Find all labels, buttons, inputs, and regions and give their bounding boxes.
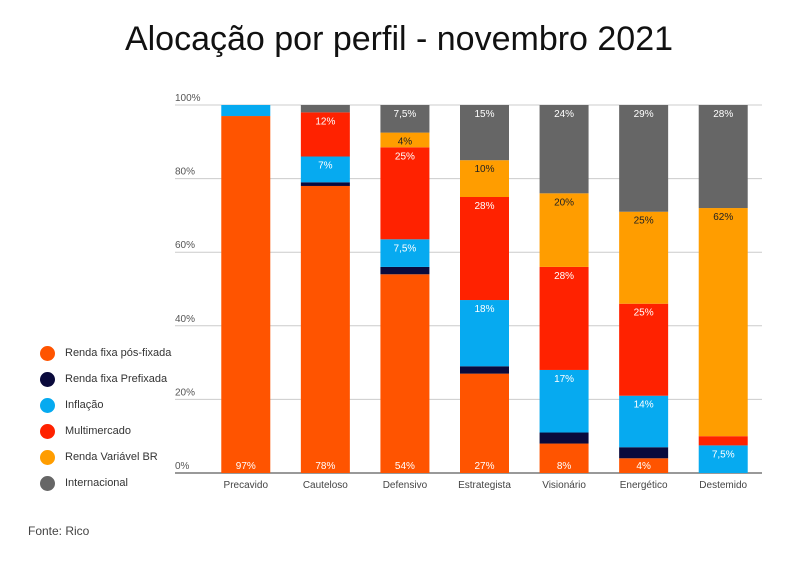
chart-title: Alocação por perfil - novembro 2021 bbox=[124, 20, 674, 58]
data-label: 54% bbox=[395, 461, 415, 472]
bar-segment bbox=[539, 432, 589, 444]
data-label: 7% bbox=[318, 161, 333, 172]
bar-segment bbox=[380, 105, 430, 133]
bar-segment bbox=[698, 445, 748, 473]
data-label: 24% bbox=[554, 109, 574, 120]
bar-segment bbox=[539, 443, 589, 473]
x-tick-label: Defensivo bbox=[383, 480, 428, 491]
data-label: 12% bbox=[315, 116, 335, 127]
legend-swatch bbox=[40, 397, 55, 413]
x-tick-label: Destemido bbox=[699, 480, 747, 491]
bar-segment bbox=[300, 105, 350, 113]
data-label: 28% bbox=[474, 201, 494, 212]
data-label: 28% bbox=[554, 271, 574, 282]
bar-segment bbox=[460, 373, 509, 473]
bar-segment bbox=[539, 105, 589, 194]
data-label: 7,5% bbox=[394, 109, 417, 120]
legend-swatch bbox=[40, 423, 55, 439]
bar-segment bbox=[380, 266, 430, 275]
legend-item: Multimercado bbox=[40, 418, 171, 444]
bar-segment bbox=[619, 458, 669, 473]
legend-label: Renda Variável BR bbox=[65, 451, 158, 463]
bar-segment bbox=[300, 156, 350, 183]
legend-item: Internacional bbox=[40, 470, 171, 496]
data-label: 18% bbox=[474, 304, 494, 315]
data-label: 7,5% bbox=[712, 449, 735, 460]
source-note: Fonte: Rico bbox=[28, 524, 90, 538]
bar-segment bbox=[619, 211, 669, 304]
x-tick-label: Estrategista bbox=[458, 480, 511, 491]
bar-segment bbox=[300, 182, 350, 186]
legend-label: Renda fixa pós-fixada bbox=[65, 347, 172, 359]
data-label: 28% bbox=[713, 109, 733, 120]
y-tick-label: 80% bbox=[175, 167, 195, 178]
legend-label: Internacional bbox=[65, 477, 128, 489]
bar-segment bbox=[460, 160, 509, 197]
data-label: 7,5% bbox=[394, 243, 417, 254]
data-label: 14% bbox=[634, 400, 654, 411]
legend-item: Renda fixa Prefixada bbox=[40, 366, 171, 392]
legend-item: Inflação bbox=[40, 392, 171, 418]
x-tick-label: Energético bbox=[620, 480, 668, 491]
bar-segment bbox=[539, 369, 589, 433]
bar-segment bbox=[539, 193, 589, 267]
data-label: 25% bbox=[634, 216, 654, 227]
bar-segment bbox=[698, 436, 748, 446]
y-tick-label: 40% bbox=[175, 314, 195, 325]
y-tick-label: 100% bbox=[175, 93, 201, 104]
data-label: 15% bbox=[474, 109, 494, 120]
data-label: 25% bbox=[634, 308, 654, 319]
bar-segment bbox=[619, 447, 669, 459]
bar-segment bbox=[380, 239, 430, 267]
legend-swatch bbox=[40, 475, 55, 491]
bar-segment bbox=[619, 395, 669, 448]
data-label: 8% bbox=[557, 461, 572, 472]
x-tick-label: Cauteloso bbox=[303, 480, 348, 491]
bar-segment bbox=[460, 366, 509, 374]
data-label: 29% bbox=[634, 109, 654, 120]
data-label: 17% bbox=[554, 374, 574, 385]
bar-segment bbox=[460, 105, 509, 161]
chart-legend: Renda fixa pós-fixada Renda fixa Prefixad… bbox=[40, 340, 171, 496]
bar-segment bbox=[380, 274, 430, 473]
y-tick-label: 20% bbox=[175, 387, 195, 398]
bar-segment bbox=[221, 116, 271, 473]
bar-segment bbox=[619, 303, 669, 396]
data-label: 20% bbox=[554, 197, 574, 208]
bar-segment bbox=[380, 132, 430, 148]
legend-label: Inflação bbox=[65, 399, 104, 411]
data-label: 62% bbox=[713, 212, 733, 223]
y-tick-label: 0% bbox=[175, 461, 190, 472]
bar-segment bbox=[698, 105, 748, 209]
data-label: 27% bbox=[474, 461, 494, 472]
data-label: 4% bbox=[636, 461, 651, 472]
data-label: 10% bbox=[474, 164, 494, 175]
legend-item: Renda fixa pós-fixada bbox=[40, 340, 171, 366]
data-label: 97% bbox=[236, 461, 256, 472]
bar-segment bbox=[221, 105, 271, 117]
legend-swatch bbox=[40, 449, 55, 465]
y-tick-label: 60% bbox=[175, 240, 195, 251]
bar-segment bbox=[380, 147, 430, 240]
legend-label: Multimercado bbox=[65, 425, 132, 437]
data-label: 78% bbox=[315, 461, 335, 472]
legend-label: Renda fixa Prefixada bbox=[65, 373, 168, 385]
data-label: 4% bbox=[398, 137, 413, 148]
legend-swatch bbox=[40, 345, 55, 361]
x-tick-label: Visionário bbox=[542, 480, 586, 491]
bar-segment bbox=[460, 300, 509, 367]
bar-segment bbox=[539, 266, 589, 370]
bar-segment bbox=[300, 112, 350, 157]
legend-swatch bbox=[40, 371, 55, 387]
bar-segment bbox=[619, 105, 669, 212]
bar-segment bbox=[698, 208, 748, 437]
x-tick-label: Precavido bbox=[224, 480, 269, 491]
legend-item: Renda Variável BR bbox=[40, 444, 171, 470]
data-label: 25% bbox=[395, 151, 415, 162]
bar-segment bbox=[300, 185, 350, 473]
bar-segment bbox=[460, 197, 509, 301]
